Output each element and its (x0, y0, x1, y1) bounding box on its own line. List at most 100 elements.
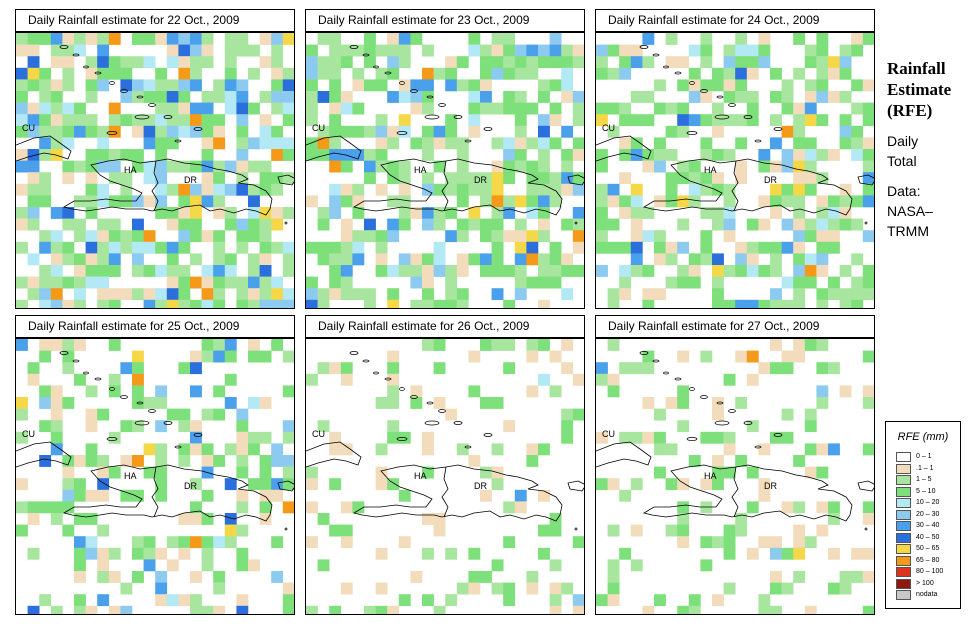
rain-cell (74, 339, 86, 351)
rain-cell (538, 79, 550, 92)
rain-cell (97, 547, 110, 560)
rain-cell (224, 524, 237, 537)
rain-cell (665, 241, 678, 254)
rain-cell (166, 299, 179, 308)
rain-cell (16, 431, 28, 444)
rain-cell (143, 288, 156, 301)
country-label-ha: HA (704, 471, 717, 481)
rain-cell (758, 160, 771, 173)
rain-cell (793, 149, 806, 161)
rain-cell (503, 172, 516, 185)
rain-cell (201, 455, 214, 467)
coastline (306, 135, 362, 162)
rain-cell (27, 362, 40, 375)
legend-label: 10 – 20 (916, 499, 940, 506)
rain-cell (851, 125, 864, 138)
rain-cell (619, 114, 632, 127)
rain-cell (781, 183, 794, 196)
rain-cell (224, 536, 237, 549)
rain-cell (236, 501, 249, 514)
rain-cell (665, 397, 678, 409)
rain-cell (27, 605, 40, 614)
rain-cell (143, 114, 156, 127)
legend-swatch (896, 509, 911, 520)
rain-cell (781, 195, 794, 208)
rain-cell (828, 362, 840, 375)
legend-swatch (896, 521, 911, 531)
rain-cell (317, 288, 330, 301)
rain-cell (630, 44, 643, 57)
island-outline (384, 377, 392, 381)
rain-cell (317, 299, 330, 308)
rain-cell (201, 265, 214, 277)
rain-cell (433, 241, 446, 254)
rain-cell (445, 408, 458, 421)
rain-cell (468, 455, 481, 467)
island-outline (438, 409, 446, 413)
coastline (857, 480, 874, 492)
rain-cell (596, 102, 608, 115)
rain-cell (422, 276, 434, 289)
rain-cell (572, 218, 584, 231)
rain-cell (259, 160, 272, 173)
rain-cell (340, 230, 353, 243)
rain-cell (712, 466, 724, 479)
rain-cell (828, 195, 840, 208)
rain-cell (758, 299, 771, 308)
rain-cell (480, 466, 492, 479)
rain-cell (410, 102, 423, 115)
rain-cell (132, 160, 144, 173)
rain-cell (445, 183, 458, 196)
rain-cell (248, 288, 260, 301)
rain-cell (329, 91, 342, 103)
rain-cell (201, 230, 214, 243)
rain-cell (282, 265, 294, 277)
rain-cell (97, 265, 110, 277)
rain-cell (364, 605, 376, 614)
rain-cell (248, 478, 260, 491)
rain-cell (74, 265, 86, 277)
rain-cell (433, 299, 446, 308)
rain-cell (132, 489, 144, 502)
rain-cell (688, 605, 701, 614)
rain-cell (665, 443, 678, 456)
island-outline (59, 45, 69, 49)
rain-cell (97, 33, 110, 45)
rain-cell (74, 114, 86, 127)
rain-cell (839, 125, 852, 138)
rain-cell (781, 276, 794, 289)
rain-cell (201, 195, 214, 208)
rain-cell (27, 125, 40, 138)
rain-cell (851, 571, 864, 583)
rain-cell (445, 207, 458, 219)
rain-cell (62, 299, 75, 308)
rain-cell (433, 183, 446, 196)
country-label-cu: CU (602, 123, 615, 133)
rain-cell (224, 91, 237, 103)
rain-cell (746, 102, 759, 115)
rain-cell (74, 594, 86, 607)
rain-cell (132, 420, 144, 433)
rain-cell (480, 489, 492, 502)
rain-cell (596, 207, 608, 219)
subtitle: Daily Total (887, 131, 951, 171)
island-outline (728, 103, 736, 107)
rain-cell (445, 594, 458, 607)
rain-cell (712, 67, 724, 80)
rain-cell (735, 33, 748, 45)
rain-cell (549, 513, 562, 525)
rain-cell (132, 241, 144, 254)
rain-cell (723, 207, 736, 219)
rain-cell (422, 79, 434, 92)
rain-cell (816, 253, 829, 266)
rain-cell (74, 102, 86, 115)
rain-cell (688, 160, 701, 173)
rain-cell (190, 513, 202, 525)
rain-cell (398, 91, 411, 103)
legend-swatch (896, 452, 911, 462)
rain-cell (317, 56, 330, 69)
rain-cell (85, 114, 98, 127)
rain-cell (352, 102, 365, 115)
coastline (277, 174, 294, 186)
